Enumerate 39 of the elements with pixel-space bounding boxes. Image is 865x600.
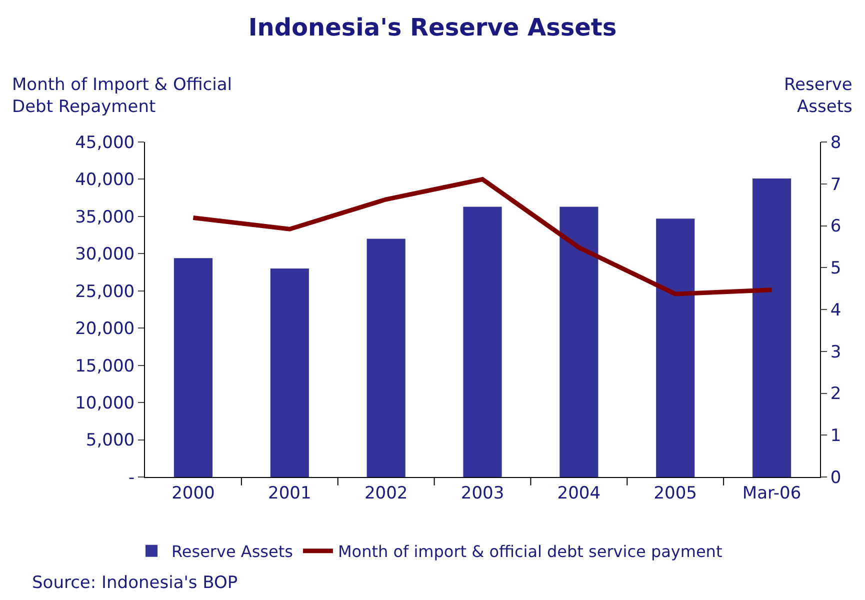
x-tick-label: 2005 — [654, 483, 697, 504]
y2-tick-label: 3 — [830, 342, 842, 362]
y2-tick-label: 8 — [830, 132, 842, 153]
y2-tick-label: 1 — [830, 426, 842, 446]
bar — [366, 238, 406, 477]
x-tick-label: 2004 — [557, 483, 601, 504]
bar — [174, 258, 212, 477]
x-tick-label: 2002 — [364, 483, 408, 504]
y-tick-label: 25,000 — [75, 282, 135, 302]
y-tick-label: 40,000 — [75, 170, 135, 190]
source-note: Source: Indonesia's BOP — [32, 573, 238, 593]
y-tick-label: 5,000 — [86, 430, 135, 451]
x-tick-label: Mar-06 — [742, 483, 802, 504]
y2-tick-label: 7 — [830, 174, 842, 195]
legend-label: Month of import & official debt service payment — [338, 542, 722, 562]
y2-tick-label: 2 — [830, 384, 842, 404]
x-tick-label: 2003 — [460, 483, 504, 504]
chart-title: Indonesia's Reserve Assets — [248, 13, 617, 42]
y-tick-label: 45,000 — [75, 132, 135, 153]
y2-tick-label: 5 — [830, 258, 842, 279]
y2-axis-title: Reserve Assets — [784, 75, 852, 118]
y-tick-label: - — [128, 468, 135, 488]
y-axis-title: Month of Import & Official Debt Repayment — [12, 75, 232, 118]
bar — [752, 178, 792, 477]
y2-tick-label: 0 — [830, 468, 842, 488]
legend-label: Reserve Assets — [172, 542, 293, 562]
bar — [560, 206, 598, 477]
y2-tick-label: 4 — [830, 300, 842, 320]
y-tick-label: 15,000 — [75, 356, 135, 376]
y-tick-label: 35,000 — [75, 207, 135, 228]
bar — [656, 218, 695, 477]
x-tick-label: 2000 — [172, 483, 215, 504]
bar — [463, 206, 502, 477]
bar — [270, 268, 309, 477]
y-tick-label: 10,000 — [75, 394, 135, 414]
y-tick-label: 20,000 — [75, 319, 135, 340]
y2-tick-label: 6 — [830, 216, 842, 237]
x-tick-label: 2001 — [268, 483, 312, 504]
y-tick-label: 30,000 — [75, 244, 135, 265]
